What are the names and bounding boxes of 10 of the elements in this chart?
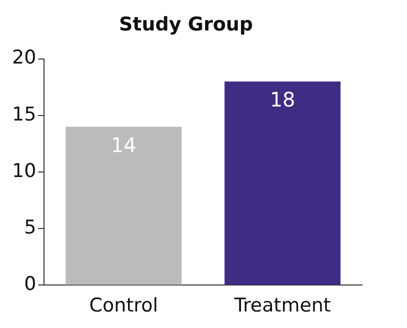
y-tick-label: 0 [24,273,36,296]
y-tick-label: 15 [12,103,36,126]
y-tick-label: 5 [24,216,36,239]
y-tick-label: 20 [12,46,36,69]
y-tick-label: 10 [12,160,36,182]
data-label: 18 [270,88,296,112]
data-label: 14 [110,132,136,157]
chart-title: Study Group [118,13,254,36]
x-tick-label: Treatment [233,294,331,317]
x-tick-label: Control [89,294,158,317]
